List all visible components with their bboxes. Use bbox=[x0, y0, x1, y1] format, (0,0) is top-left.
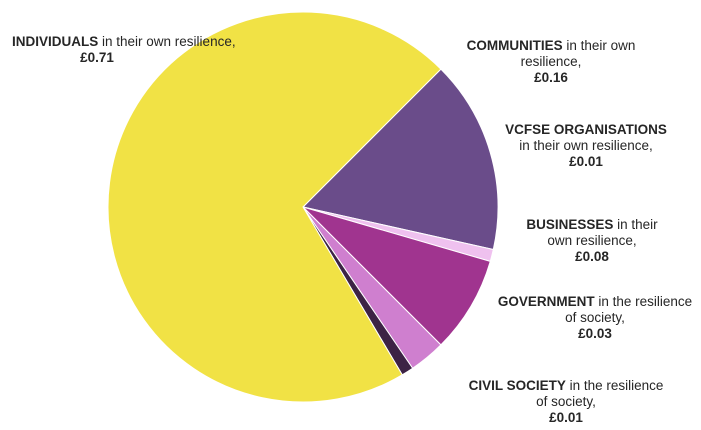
pie-slice-individuals bbox=[107, 11, 442, 403]
label-communities: COMMUNITIES in their own resilience, £0.… bbox=[466, 38, 636, 85]
pie-slice-businesses bbox=[302, 206, 491, 346]
label-government: GOVERNMENT in the resilience of society,… bbox=[497, 294, 693, 341]
label-civil-society: CIVIL SOCIETY in the resilience of socie… bbox=[468, 378, 664, 425]
label-individuals: INDIVIDUALS in their own resilience, £0.… bbox=[12, 34, 236, 65]
label-vcfse-organisations: VCFSE ORGANISATIONS in their own resilie… bbox=[505, 122, 667, 169]
pie-slice-communities bbox=[302, 68, 499, 251]
label-businesses: BUSINESSES in their own resilience, £0.0… bbox=[526, 217, 658, 264]
